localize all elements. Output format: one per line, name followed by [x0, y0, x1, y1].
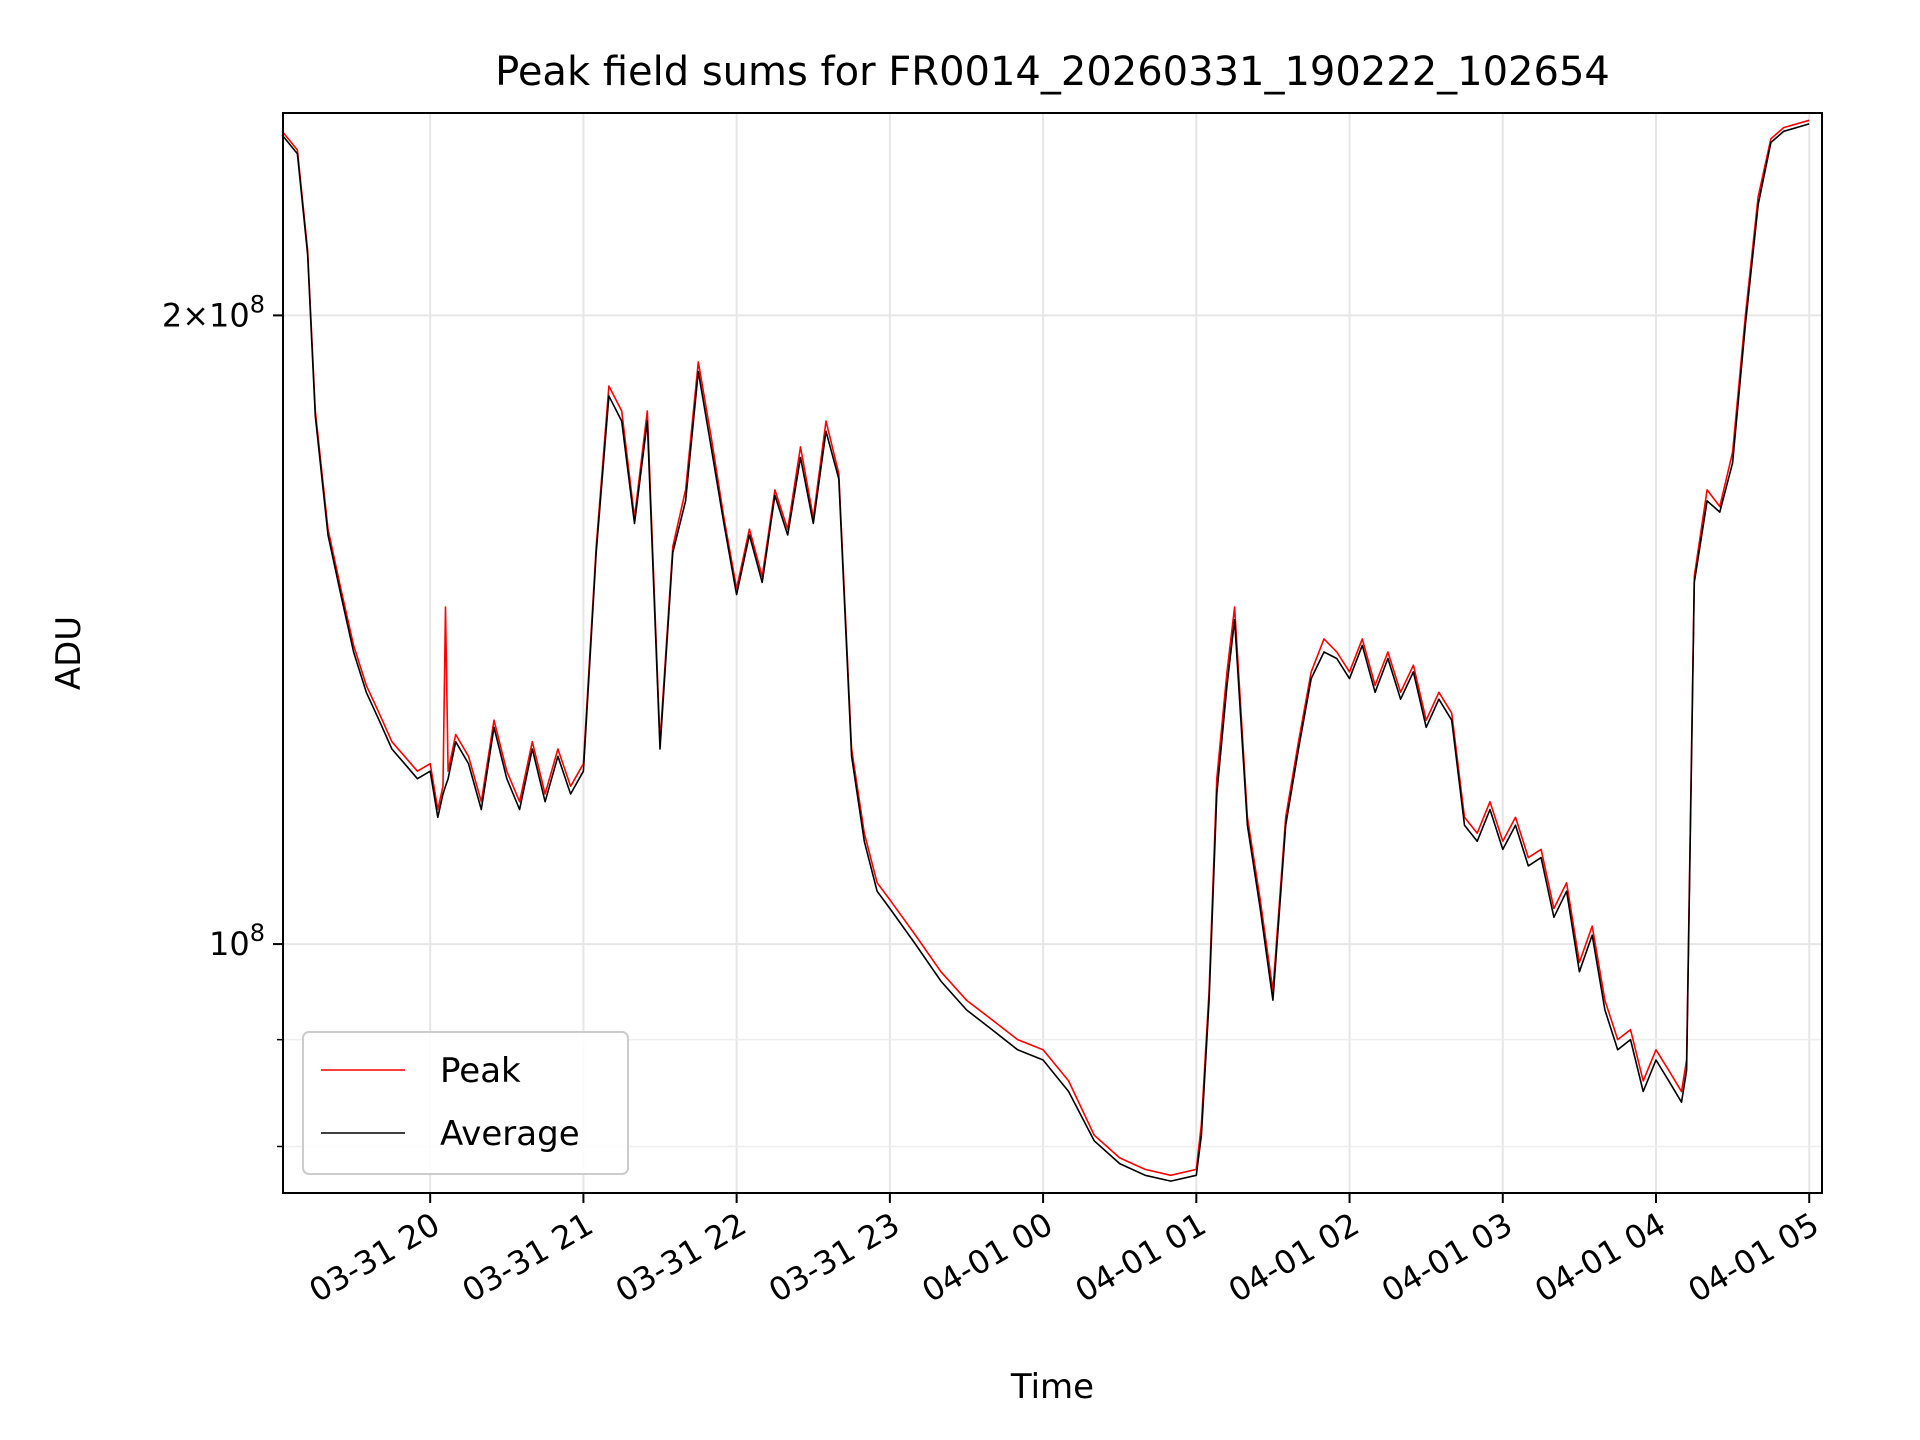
y-tick-label: 2×108	[162, 290, 265, 334]
legend-label-peak: Peak	[440, 1051, 521, 1091]
x-axis-label: Time	[1010, 1367, 1094, 1407]
legend-box	[302, 1031, 629, 1175]
chart-title: Peak field sums for FR0014_20260331_1902…	[495, 49, 1610, 95]
series-line-peak	[281, 119, 1810, 1177]
axes-frame	[282, 112, 1823, 1194]
series-line-average	[281, 123, 1810, 1182]
legend-label-average: Average	[440, 1114, 580, 1154]
legend: Peak Average	[302, 1031, 629, 1175]
plot-series	[281, 119, 1810, 1182]
y-axis-label: ADU	[49, 616, 89, 690]
grid	[283, 113, 1822, 1193]
